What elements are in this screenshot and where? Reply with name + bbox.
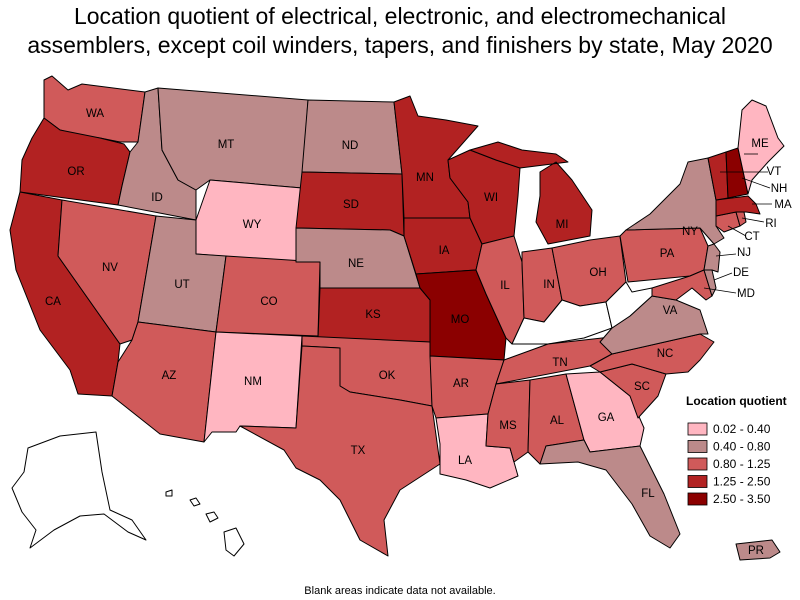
states-layer	[9, 75, 785, 561]
label-ca: CA	[45, 296, 61, 308]
label-wi: WI	[484, 192, 498, 204]
label-or: OR	[67, 166, 84, 178]
label-va: VA	[663, 305, 678, 317]
legend-title: Location quotient	[686, 394, 787, 408]
label-tn: TN	[552, 357, 567, 369]
state-labels: WA OR CA ID NV MT WY UT AZ CO NM ND SD N…	[45, 108, 792, 557]
state-hi[interactable]	[165, 489, 245, 557]
state-md[interactable]	[651, 269, 713, 301]
label-mn: MN	[416, 172, 434, 184]
label-sd: SD	[343, 199, 359, 211]
label-ne: NE	[348, 258, 364, 270]
label-fl: FL	[641, 488, 655, 500]
label-ut: UT	[174, 279, 189, 291]
label-ok: OK	[379, 370, 396, 382]
state-ky[interactable]	[511, 299, 613, 345]
label-me: ME	[751, 138, 769, 150]
label-il: IL	[500, 280, 510, 292]
label-co: CO	[260, 296, 277, 308]
label-al: AL	[550, 415, 565, 427]
state-mi[interactable]	[469, 141, 593, 245]
label-ct: CT	[744, 231, 759, 243]
label-ny: NY	[682, 226, 698, 238]
state-ma[interactable]	[715, 195, 761, 217]
label-ms: MS	[499, 420, 517, 432]
label-mt: MT	[218, 139, 235, 151]
label-nv: NV	[102, 262, 118, 274]
legend: Location quotient 0.02 - 0.40 0.40 - 0.80…	[686, 394, 787, 506]
label-nj: NJ	[737, 247, 751, 259]
label-pa: PA	[660, 248, 675, 260]
state-nj[interactable]	[703, 243, 721, 273]
label-ia: IA	[439, 245, 450, 257]
label-leader-lines	[703, 153, 772, 294]
legend-label: 0.40 - 0.80	[713, 440, 771, 454]
footnote: Blank areas indicate data not available.	[304, 585, 496, 597]
label-mo: MO	[451, 314, 470, 326]
legend-label: 2.50 - 3.50	[713, 492, 771, 506]
label-ar: AR	[453, 378, 469, 390]
legend-label: 0.80 - 1.25	[713, 457, 771, 471]
legend-swatch	[687, 492, 708, 506]
label-nd: ND	[342, 140, 359, 152]
state-nm[interactable]	[203, 331, 303, 443]
label-oh: OH	[589, 267, 606, 279]
legend-swatch	[687, 457, 708, 471]
legend-swatch	[687, 440, 708, 453]
map-title-line-1: Location quotient of electrical, electro…	[73, 3, 727, 29]
label-nc: NC	[657, 348, 674, 360]
map-title-line-2: assemblers, except coil winders, tapers,…	[27, 32, 773, 58]
state-fl[interactable]	[539, 439, 681, 549]
legend-items: 0.02 - 0.40 0.40 - 0.80 0.80 - 1.25 1.25 - …	[687, 422, 771, 506]
legend-swatch	[687, 475, 708, 488]
legend-swatch	[687, 422, 708, 436]
label-wy: WY	[243, 219, 262, 231]
label-ri: RI	[765, 218, 777, 230]
label-ga: GA	[598, 412, 615, 424]
label-pr: PR	[748, 545, 764, 557]
label-ks: KS	[365, 309, 381, 321]
label-mi: MI	[556, 219, 569, 231]
label-wa: WA	[86, 108, 104, 120]
legend-label: 1.25 - 2.50	[713, 475, 771, 489]
label-nm: NM	[244, 376, 262, 388]
state-pr[interactable]	[735, 539, 781, 561]
label-id: ID	[151, 192, 163, 204]
label-ma: MA	[774, 199, 792, 211]
label-vt: VT	[767, 166, 782, 178]
label-az: AZ	[162, 370, 177, 382]
label-nh: NH	[771, 183, 788, 195]
label-la: LA	[458, 455, 472, 467]
map-title: Location quotient of electrical, electro…	[0, 2, 800, 60]
legend-label: 0.02 - 0.40	[713, 422, 771, 436]
label-in: IN	[543, 279, 555, 291]
label-sc: SC	[634, 381, 650, 393]
label-md: MD	[737, 288, 755, 300]
label-de: DE	[733, 267, 749, 279]
state-tx[interactable]	[239, 345, 441, 557]
label-tx: TX	[351, 445, 366, 457]
state-nd[interactable]	[301, 99, 403, 175]
state-me[interactable]	[737, 99, 785, 195]
state-ak[interactable]	[11, 431, 147, 549]
